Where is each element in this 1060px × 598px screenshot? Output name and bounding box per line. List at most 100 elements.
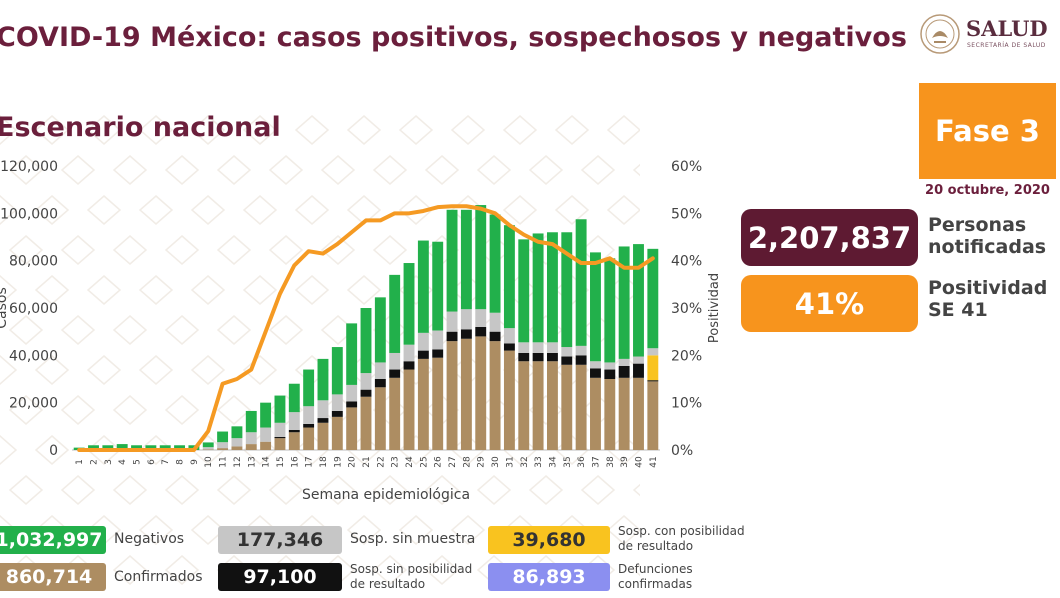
bar-negativos-week-6 <box>145 445 157 450</box>
y-axis-title: Casos <box>0 287 10 329</box>
bg-motif <box>8 155 44 185</box>
bg-motif <box>346 275 382 305</box>
bar-confirmados-week-38 <box>604 379 616 450</box>
bar-sosp_sin_posibilidad-week-26 <box>432 349 444 358</box>
legend-sosp-con-posibilidad-label: Sosp. con posibilidad de resultado <box>618 524 745 554</box>
legend-sosp-sin-posibilidad-line1: Sosp. sin posibilidad <box>350 562 473 576</box>
bg-motif <box>580 155 616 185</box>
bg-motif <box>242 115 278 145</box>
bar-sosp_sin_muestra-week-37 <box>590 361 601 369</box>
y-tick-label: 0 <box>49 443 58 459</box>
legend-sosp-sin-posibilidad-label: Sosp. sin posibilidad de resultado <box>350 562 472 592</box>
x-tick-label: 19 <box>333 456 343 468</box>
bar-confirmados-week-37 <box>590 377 601 450</box>
bar-confirmados-week-32 <box>518 361 530 450</box>
bg-motif <box>346 515 382 545</box>
bar-negativos-week-3 <box>102 445 114 450</box>
bar-confirmados-week-31 <box>503 350 515 450</box>
positivity-line <box>77 204 655 452</box>
bar-sosp_sin_muestra-week-11 <box>217 442 229 449</box>
bar-sosp_sin_muestra-week-41 <box>647 348 659 356</box>
bar-negativos-week-22 <box>374 297 386 363</box>
bar-sosp_sin_muestra-week-14 <box>260 427 272 442</box>
bar-sosp_sin_posibilidad-week-33 <box>532 352 544 362</box>
phase-badge: Fase 3 <box>919 83 1056 179</box>
y-tick-label: 20,000 <box>9 396 58 412</box>
bar-negativos-week-27 <box>446 209 458 312</box>
bg-motif <box>320 475 356 505</box>
bg-motif <box>606 115 640 145</box>
bar-negativos-week-31 <box>503 225 515 329</box>
x-tick-label: 9 <box>190 459 200 465</box>
bar-sosp_sin_posibilidad-week-37 <box>590 368 601 378</box>
x-tick-label: 3 <box>104 459 114 465</box>
notified-label: Personas notificadas <box>928 214 1046 258</box>
x-tick-label: 29 <box>477 456 487 468</box>
bar-negativos-week-33 <box>532 233 544 343</box>
legend-sosp-con-posibilidad-value: 39,680 <box>488 526 610 554</box>
bg-motif <box>112 235 148 265</box>
bar-sosp_sin_muestra-week-40 <box>633 356 644 364</box>
bg-motif <box>372 235 408 265</box>
bar-sosp_sin_posibilidad-week-15 <box>274 436 286 439</box>
bar-sosp_sin_posibilidad-week-30 <box>489 331 501 342</box>
x-tick-label: 10 <box>204 456 214 468</box>
bar-negativos-week-34 <box>546 232 558 343</box>
bg-motif <box>320 155 356 185</box>
bar-confirmados-week-19 <box>331 416 343 450</box>
bar-negativos-week-28 <box>460 209 472 310</box>
bg-motif <box>268 155 304 185</box>
bg-motif <box>294 195 330 225</box>
x-tick-label: 15 <box>276 456 286 467</box>
bar-confirmados-week-14 <box>260 441 272 450</box>
bar-confirmados-week-28 <box>460 338 472 450</box>
bg-motif <box>8 475 44 505</box>
x-tick-label: 21 <box>362 456 372 467</box>
bar-confirmados-week-17 <box>303 427 315 450</box>
bg-motif <box>60 235 96 265</box>
bg-motif <box>216 235 252 265</box>
bg-motif <box>60 155 96 185</box>
x-tick-label: 18 <box>319 456 329 468</box>
bg-motif <box>632 563 640 577</box>
y2-tick-label: 20% <box>671 348 702 364</box>
bg-motif <box>190 115 226 145</box>
bg-motif <box>424 555 460 585</box>
x-tick-label: 5 <box>133 459 143 465</box>
bar-negativos-week-41 <box>647 248 659 349</box>
x-tick-label: 7 <box>161 459 171 465</box>
bg-motif <box>8 395 44 425</box>
bar-confirmados-week-22 <box>374 387 386 450</box>
bar-sosp_sin_posibilidad-week-34 <box>546 352 558 362</box>
bar-sosp_sin_muestra-week-29 <box>475 309 487 327</box>
bar-sosp_sin_muestra-week-22 <box>374 362 386 379</box>
bg-motif <box>606 515 640 545</box>
bar-sosp_sin_muestra-week-30 <box>489 312 501 332</box>
x-tick-label: 16 <box>290 456 300 468</box>
bar-sosp_sin_posibilidad-week-28 <box>460 329 472 339</box>
bar-negativos-week-20 <box>346 323 358 385</box>
bar-negativos-week-37 <box>590 252 601 362</box>
bg-motif <box>580 475 616 505</box>
positivity-value: 41% <box>741 275 918 332</box>
bg-motif <box>476 155 512 185</box>
bg-motif <box>60 395 96 425</box>
bg-motif <box>528 155 564 185</box>
bar-confirmados-week-23 <box>389 377 401 450</box>
bar-confirmados-week-16 <box>288 432 300 450</box>
bg-motif <box>372 475 408 505</box>
x-tick-label: 8 <box>176 459 186 465</box>
bar-sosp_sin_posibilidad-week-20 <box>346 401 358 408</box>
bg-motif <box>294 275 330 305</box>
page-title: COVID-19 México: casos positivos, sospec… <box>0 22 907 53</box>
logo-name: SALUD <box>966 16 1048 41</box>
bar-sosp_sin_posibilidad-week-35 <box>561 356 573 365</box>
bg-motif <box>86 275 122 305</box>
legend-defunciones-value: 86,893 <box>488 563 610 591</box>
bg-motif <box>164 395 200 425</box>
covid-weekly-chart: 0 20,000 40,000 60,000 80,000 100,000 120,000 0… <box>0 159 720 503</box>
bar-sosp_sin_posibilidad-week-36 <box>575 355 587 365</box>
bar-sosp_sin_muestra-week-39 <box>618 358 630 366</box>
notified-value: 2,207,837 <box>741 209 918 266</box>
bar-confirmados-week-41 <box>647 381 659 450</box>
